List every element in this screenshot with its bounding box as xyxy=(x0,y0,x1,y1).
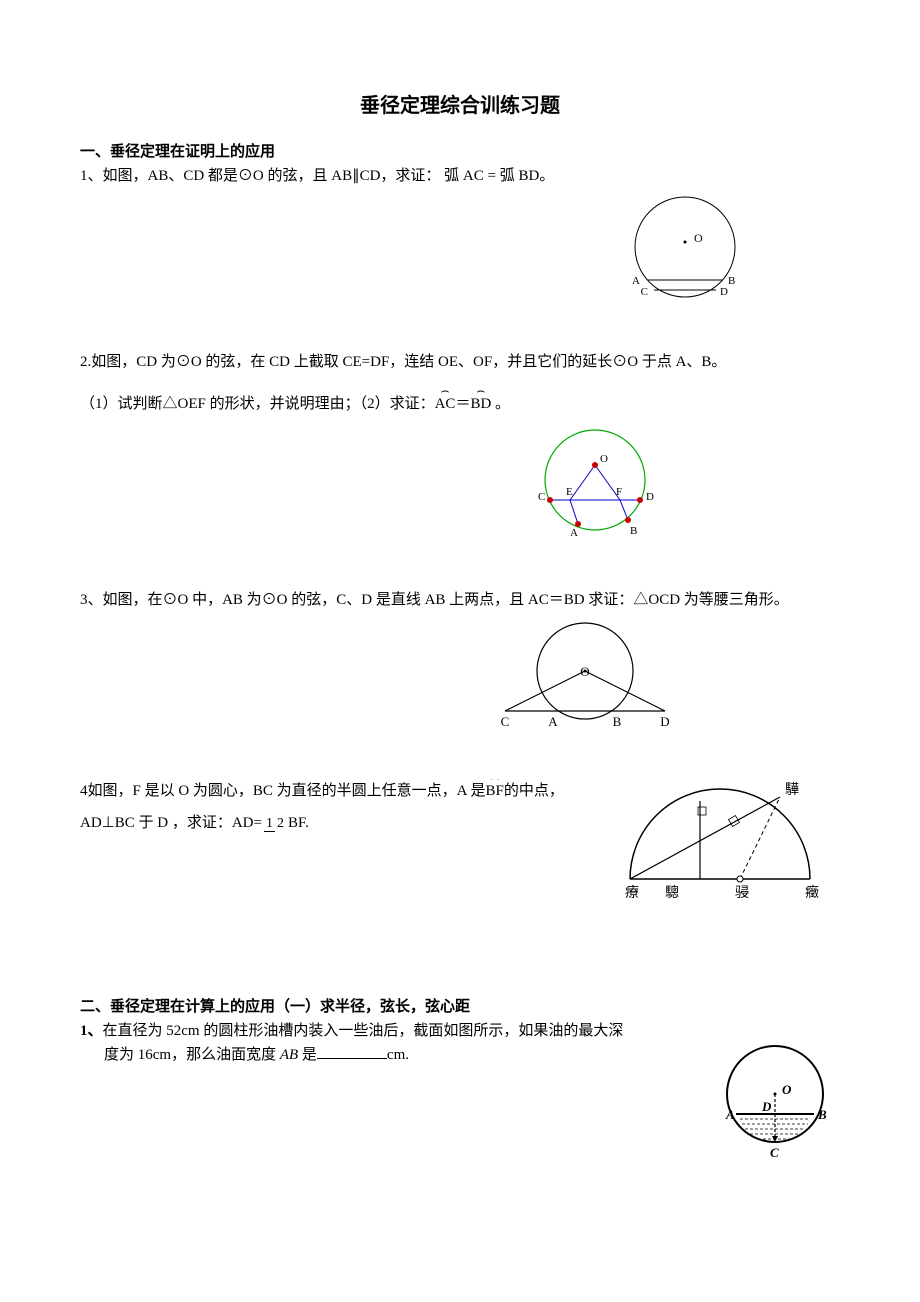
problem-1-figure: O A B C D xyxy=(80,192,840,320)
section2-header: 二、垂径定理在计算上的应用（一）求半径，弦长，弦心距 xyxy=(80,995,840,1019)
svg-text:骎: 骎 xyxy=(735,885,749,901)
problem-3-figure: O C A B D xyxy=(80,616,840,749)
svg-text:B: B xyxy=(613,714,622,729)
blank-input[interactable] xyxy=(317,1044,387,1059)
section1-header: 一、垂径定理在证明上的应用 xyxy=(80,140,840,164)
svg-text:B: B xyxy=(728,275,735,287)
problem-1-text: 1、如图，AB、CD 都是⊙O 的弦，且 AB∥CD，求证： 弧 AC = 弧 … xyxy=(80,164,840,188)
problem-1: 1、如图，AB、CD 都是⊙O 的弦，且 AB∥CD，求证： 弧 AC = 弧 … xyxy=(80,164,840,320)
svg-text:C: C xyxy=(770,1145,779,1159)
problem-2-1-figure: O D A B C xyxy=(720,1039,840,1167)
problem-3-text: 3、如图，在⊙O 中，AB 为⊙O 的弦，C、D 是直线 AB 上两点，且 AC… xyxy=(80,588,840,612)
svg-text:D: D xyxy=(720,286,728,298)
problem-2-text1: 2.如图，CD 为⊙O 的弦，在 CD 上截取 CE=DF，连结 OE、OF，并… xyxy=(80,350,840,374)
svg-text:A: A xyxy=(725,1107,735,1122)
svg-text:癥: 癥 xyxy=(805,884,819,901)
svg-text:O: O xyxy=(600,453,608,465)
svg-text:C: C xyxy=(501,714,510,729)
problem-4: 療 驄 骎 癥 驊 4如图，F 是以 O 为圆心，BC 为直径的半圆上任意一点，… xyxy=(80,779,840,917)
svg-text:驊: 驊 xyxy=(785,782,799,798)
problem-2-1: O D A B C 1、在直径为 52cm 的圆柱形油槽内装入一些油后，截面如图… xyxy=(80,1019,840,1167)
problem-2-text2: （1）试判断△OEF 的形状，并说明理由；（2）求证：AC＝BD 。 xyxy=(80,392,840,416)
svg-text:療: 療 xyxy=(625,884,639,901)
page-title: 垂径定理综合训练习题 xyxy=(80,90,840,122)
svg-text:E: E xyxy=(566,486,573,498)
svg-text:驄: 驄 xyxy=(665,884,679,901)
svg-text:O: O xyxy=(782,1082,792,1097)
svg-text:F: F xyxy=(616,486,622,498)
svg-text:D: D xyxy=(646,491,654,503)
svg-text:A: A xyxy=(570,527,578,539)
svg-text:C: C xyxy=(641,286,648,298)
problem-4-figure: 療 驄 骎 癥 驊 xyxy=(610,779,840,917)
svg-text:B: B xyxy=(817,1107,827,1122)
svg-text:D: D xyxy=(660,714,669,729)
problem-2-figure: O C D E F A B xyxy=(80,420,840,558)
svg-text:A: A xyxy=(548,714,558,729)
problem-2: 2.如图，CD 为⊙O 的弦，在 CD 上截取 CE=DF，连结 OE、OF，并… xyxy=(80,350,840,558)
svg-text:A: A xyxy=(632,275,640,287)
svg-text:D: D xyxy=(761,1099,772,1114)
svg-text:C: C xyxy=(538,491,545,503)
svg-text:O: O xyxy=(694,231,703,245)
svg-text:B: B xyxy=(630,525,637,537)
problem-3: 3、如图，在⊙O 中，AB 为⊙O 的弦，C、D 是直线 AB 上两点，且 AC… xyxy=(80,588,840,749)
